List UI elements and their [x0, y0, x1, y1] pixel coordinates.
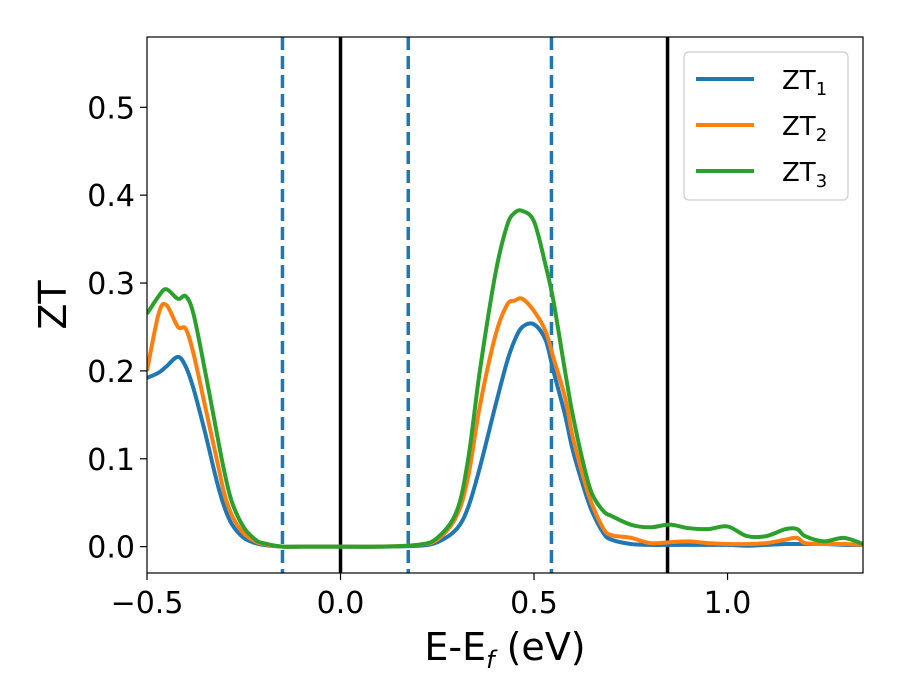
y-tick-label: 0.1 [87, 443, 135, 478]
y-tick-label: 0.3 [87, 267, 135, 302]
vertical-reference-lines [280, 37, 670, 573]
y-axis-label: ZT [31, 280, 75, 330]
series-line-zt3 [147, 208, 863, 549]
legend: ZT1 ZT2 ZT3 [683, 51, 849, 201]
x-tick-label: 1.0 [704, 586, 752, 621]
x-tick-label: 0.5 [510, 586, 558, 621]
x-tick-label: 0.0 [317, 586, 365, 621]
series-line-zt2 [147, 296, 863, 549]
x-axis-label: E-Ef (eV) [424, 625, 585, 674]
series-lines [147, 208, 863, 549]
plot-area-frame [146, 36, 864, 574]
y-tick-label: 0.5 [87, 91, 135, 126]
x-tick-label: −0.5 [111, 586, 184, 621]
legend-box [683, 51, 849, 201]
x-axis-ticks: −0.5 0.0 0.5 1.0 [111, 573, 752, 621]
series-line-zt1 [147, 321, 863, 549]
y-tick-label: 0.2 [87, 355, 135, 390]
legend-label-zt1: ZT1 [782, 66, 827, 100]
y-axis-ticks: 0.0 0.1 0.2 0.3 0.4 0.5 [87, 91, 147, 566]
y-tick-label: 0.0 [87, 531, 135, 566]
legend-label-zt2: ZT2 [782, 112, 827, 146]
legend-label-zt3: ZT3 [782, 158, 827, 192]
y-tick-label: 0.4 [87, 179, 135, 214]
